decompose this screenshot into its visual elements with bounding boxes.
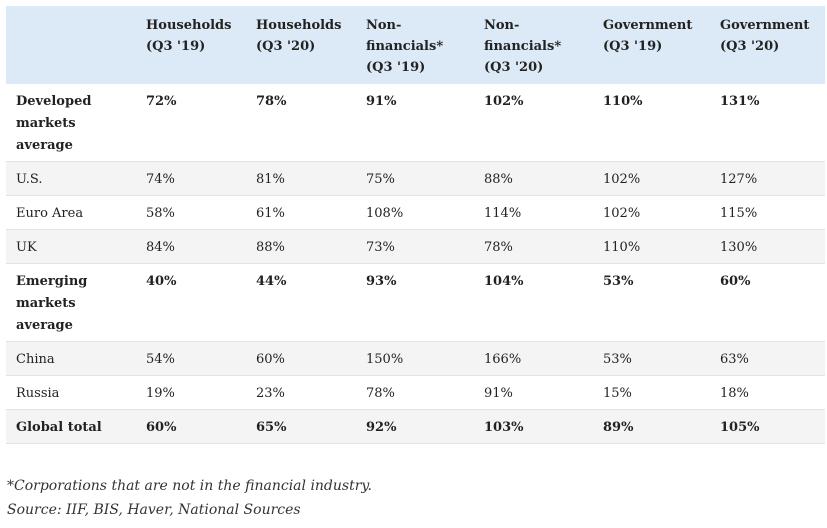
row-label: Global total [6,409,136,444]
table-row: U.S. 74% 81% 75% 88% 102% 127% [6,161,825,196]
table-row: UK 84% 88% 73% 78% 110% 130% [6,229,825,264]
table-row: China 54% 60% 150% 166% 53% 63% [6,341,825,376]
table-cell: 103% [474,409,593,444]
table-cell: 102% [474,84,593,162]
table-cell: 40% [136,263,246,342]
table-cell: 53% [593,263,710,342]
table-cell: 60% [136,409,246,444]
table-cell: 89% [593,409,710,444]
table-cell: 15% [593,375,710,410]
header-cell-corner [6,6,136,84]
row-label: Euro Area [6,195,136,230]
table-cell: 72% [136,84,246,162]
table-cell: 127% [710,161,825,196]
table-cell: 18% [710,375,825,410]
table-cell: 81% [246,161,356,196]
table-notes: *Corporations that are not in the financ… [7,474,372,522]
table-cell: 102% [593,195,710,230]
table-cell: 150% [356,341,474,376]
table-cell: 44% [246,263,356,342]
table-cell: 78% [356,375,474,410]
table-cell: 166% [474,341,593,376]
debt-table: Households (Q3 '19) Households (Q3 '20) … [6,6,825,444]
header-cell-households-q3-20: Households (Q3 '20) [256,18,342,54]
table-cell: 88% [474,161,593,196]
table-cell: 91% [474,375,593,410]
row-label: U.S. [6,161,136,196]
row-label: Russia [6,375,136,410]
table-cell: 108% [356,195,474,230]
table-cell: 91% [356,84,474,162]
table-cell: 92% [356,409,474,444]
table-cell: 73% [356,229,474,264]
table-cell: 74% [136,161,246,196]
table-cell: 78% [246,84,356,162]
header-cell-households-q3-19: Households (Q3 '19) [146,18,232,54]
table-cell: 63% [710,341,825,376]
table-row: Developed markets average 72% 78% 91% 10… [6,84,825,162]
table-cell: 110% [593,84,710,162]
table-cell: 19% [136,375,246,410]
row-label: UK [6,229,136,264]
table-row: Global total 60% 65% 92% 103% 89% 105% [6,409,825,444]
table-body: Developed markets average 72% 78% 91% 10… [6,84,825,444]
table-cell: 65% [246,409,356,444]
table-row: Emerging markets average 40% 44% 93% 104… [6,263,825,342]
row-label: China [6,341,136,376]
footnote: *Corporations that are not in the financ… [7,478,372,494]
table-cell: 54% [136,341,246,376]
table-cell: 88% [246,229,356,264]
row-label: Developed markets average [6,84,136,162]
table-cell: 131% [710,84,825,162]
table-cell: 84% [136,229,246,264]
table-cell: 105% [710,409,825,444]
table-cell: 60% [710,263,825,342]
header-cell-government-q3-19: Government (Q3 '19) [603,18,693,54]
header-cell-government-q3-20: Government (Q3 '20) [720,18,810,54]
header-cell-nonfinancials-q3-19: Non- financials* (Q3 '19) [366,18,444,75]
table-cell: 60% [246,341,356,376]
row-label: Emerging markets average [6,263,136,342]
table-cell: 78% [474,229,593,264]
table-cell: 93% [356,263,474,342]
table-row: Russia 19% 23% 78% 91% 15% 18% [6,375,825,410]
table-cell: 75% [356,161,474,196]
table-cell: 104% [474,263,593,342]
table-cell: 114% [474,195,593,230]
table-cell: 130% [710,229,825,264]
table-cell: 110% [593,229,710,264]
source-note: Source: IIF, BIS, Haver, National Source… [7,502,301,518]
table-header: Households (Q3 '19) Households (Q3 '20) … [6,6,825,84]
table-cell: 61% [246,195,356,230]
table-cell: 53% [593,341,710,376]
table-cell: 58% [136,195,246,230]
header-cell-nonfinancials-q3-20: Non- financials* (Q3 '20) [484,18,562,75]
table-cell: 115% [710,195,825,230]
table-cell: 102% [593,161,710,196]
table-cell: 23% [246,375,356,410]
table-row: Euro Area 58% 61% 108% 114% 102% 115% [6,195,825,230]
header-row: Households (Q3 '19) Households (Q3 '20) … [6,6,825,84]
